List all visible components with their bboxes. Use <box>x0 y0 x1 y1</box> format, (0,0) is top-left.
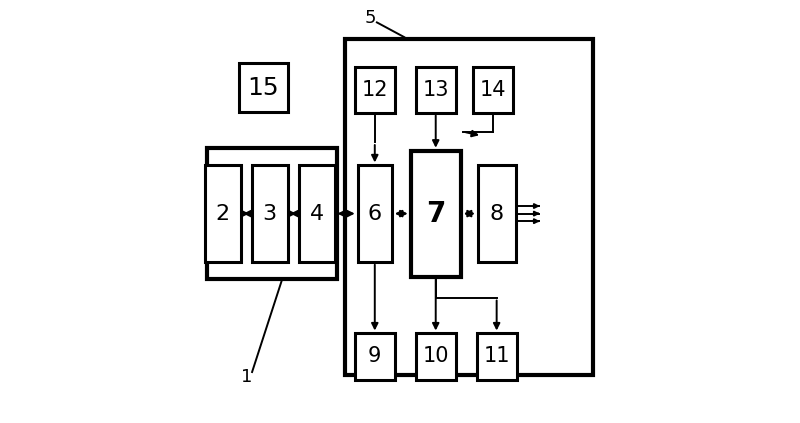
Bar <box>355 333 394 379</box>
Bar <box>416 66 456 113</box>
Text: 7: 7 <box>426 200 446 228</box>
Bar <box>252 165 287 262</box>
Text: 3: 3 <box>262 203 277 224</box>
Text: 15: 15 <box>248 76 279 99</box>
Bar <box>299 165 334 262</box>
Bar <box>239 63 287 112</box>
Bar <box>478 165 515 262</box>
Bar <box>477 333 517 379</box>
Text: 6: 6 <box>368 203 382 224</box>
Text: 11: 11 <box>483 346 510 366</box>
Bar <box>355 66 394 113</box>
Text: 4: 4 <box>310 203 324 224</box>
Bar <box>205 165 241 262</box>
Bar <box>206 148 337 279</box>
Text: 9: 9 <box>368 346 382 366</box>
Bar <box>346 39 594 375</box>
Text: 12: 12 <box>362 80 388 100</box>
Text: 8: 8 <box>490 203 504 224</box>
Text: 5: 5 <box>365 9 376 27</box>
Text: 13: 13 <box>422 80 449 100</box>
Text: 14: 14 <box>480 80 506 100</box>
Bar <box>410 151 461 277</box>
Text: 10: 10 <box>422 346 449 366</box>
Text: 2: 2 <box>216 203 230 224</box>
Text: 1: 1 <box>241 368 252 387</box>
Bar <box>416 333 456 379</box>
Bar <box>358 165 392 262</box>
Bar <box>474 66 514 113</box>
